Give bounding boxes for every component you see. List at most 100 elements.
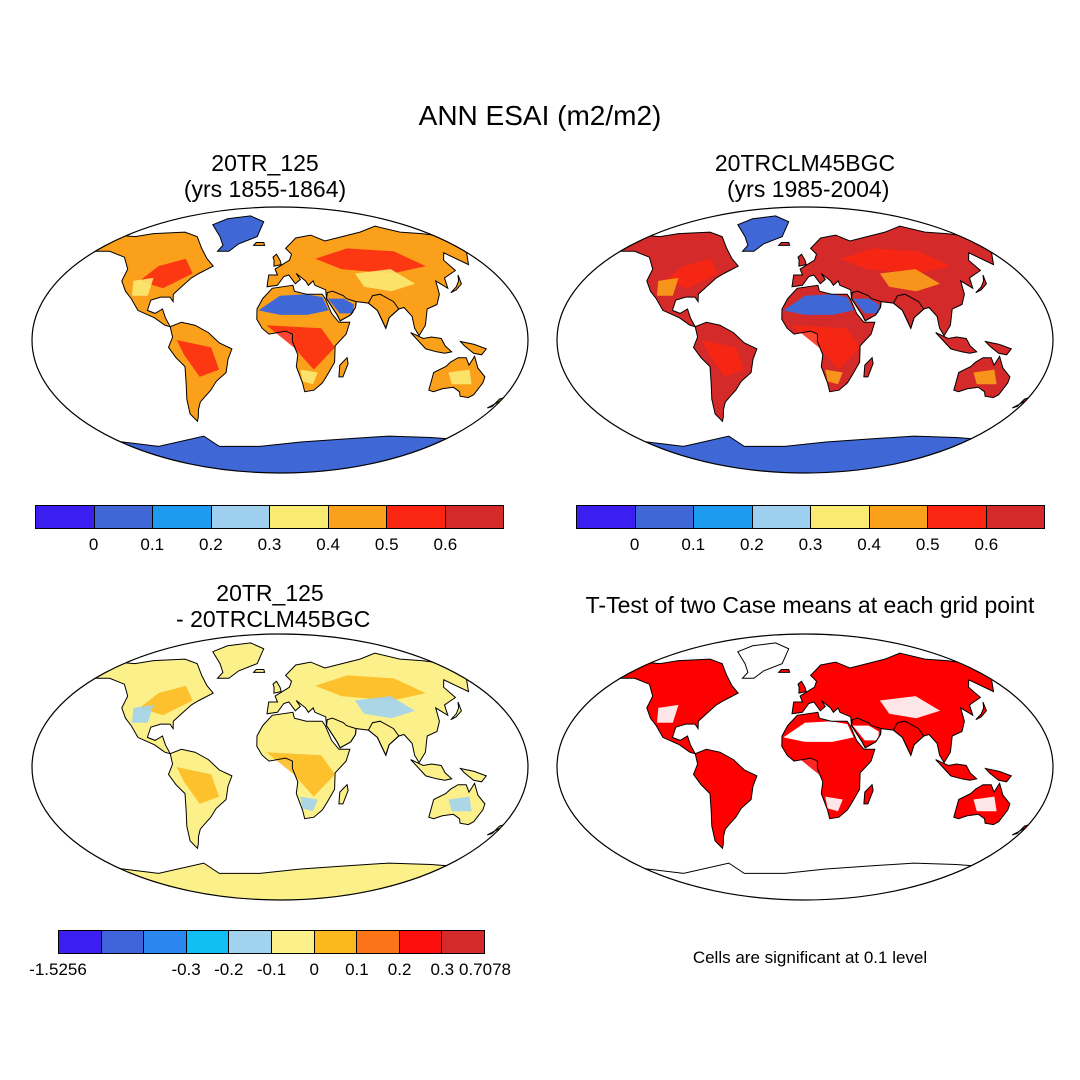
colorbar-difference-label: -0.2 xyxy=(214,960,244,979)
value-region-high xyxy=(701,767,745,804)
colorbar-difference-label: 0 xyxy=(309,960,319,979)
value-region-high xyxy=(176,340,220,377)
landmass-greenland xyxy=(737,215,789,252)
landmass-iceland xyxy=(778,242,790,246)
value-region-low xyxy=(825,796,843,812)
value-region-high xyxy=(664,685,718,716)
coastline-indonesia xyxy=(410,759,453,781)
value-region-high xyxy=(176,767,220,804)
coastline-newguinea xyxy=(459,340,488,356)
coastline-arabia xyxy=(325,290,357,322)
value-region-low xyxy=(973,369,997,385)
value-region-low xyxy=(300,369,318,385)
colorbar-panel-1-label: 0.6 xyxy=(433,535,458,554)
coastline-india xyxy=(367,293,400,330)
colorbar-panel-2-swatch xyxy=(752,506,811,528)
colorbar-panel-2-label: 0.2 xyxy=(740,535,764,554)
coastline-arabia xyxy=(850,290,882,322)
colorbar-panel-2 xyxy=(576,505,1045,529)
coastline-australia xyxy=(953,782,1011,826)
value-region-desert xyxy=(327,725,354,741)
panel3-title-line2: - 20TRCLM45BGC xyxy=(169,606,371,632)
coastline-uk xyxy=(272,680,282,694)
value-region-low xyxy=(132,704,154,723)
value-region-low xyxy=(657,277,679,296)
coastline-uk xyxy=(797,680,807,694)
coastline-newguinea xyxy=(984,340,1013,356)
coastline-australia xyxy=(428,355,486,399)
value-region-low xyxy=(354,696,416,719)
value-region-high xyxy=(139,685,193,716)
map-border xyxy=(556,206,1054,474)
colorbar-difference-label: -0.3 xyxy=(171,960,201,979)
map-border xyxy=(31,206,529,474)
colorbar-panel-2-label: 0.6 xyxy=(974,535,999,554)
colorbar-panel-2-label: 0 xyxy=(629,535,640,554)
colorbar-difference-swatch xyxy=(144,931,187,953)
landmass-newguinea xyxy=(985,341,1012,355)
coastline-japan xyxy=(975,701,987,721)
colorbar-difference-swatch xyxy=(101,931,145,953)
landmass-uk xyxy=(798,681,807,694)
coastline-madagascar xyxy=(338,783,349,805)
colorbar-panel-1-swatch xyxy=(153,506,212,528)
coastline-indonesia xyxy=(935,759,978,781)
colorbar-panel-2-swatch xyxy=(928,506,987,528)
colorbar-panel-1-label: 0.3 xyxy=(257,535,282,554)
coastline-madagascar xyxy=(863,356,874,378)
significance-note: Cells are significant at 0.1 level xyxy=(692,948,928,967)
coastline-madagascar xyxy=(863,783,874,805)
landmass-india xyxy=(893,294,924,329)
value-region-low xyxy=(879,269,941,292)
value-region-low xyxy=(132,277,154,296)
colorbar-difference-swatch xyxy=(186,931,230,953)
coastline-namerica xyxy=(94,231,214,328)
value-region-high xyxy=(139,258,193,289)
colorbar-panel-2-swatch xyxy=(694,506,753,528)
coastline-japan xyxy=(450,274,462,294)
panel2-title: 20TRCLM45BGC (yrs 1985-2004) xyxy=(640,150,970,202)
coastline-eurasia xyxy=(791,225,1008,337)
value-region-low xyxy=(879,696,941,719)
value-region-high xyxy=(701,340,745,377)
coastline-iceland xyxy=(252,669,266,673)
colorbar-difference-swatch xyxy=(357,931,400,953)
coastline-newguinea xyxy=(459,767,488,783)
coastline-greenland xyxy=(737,215,790,252)
value-region-high xyxy=(315,248,426,274)
value-region-low xyxy=(973,796,997,812)
colorbar-difference-label: 0.2 xyxy=(387,960,412,979)
landmass-newguinea xyxy=(985,768,1012,782)
value-region-low xyxy=(657,704,679,723)
landmass-madagascar xyxy=(338,357,349,377)
colorbar-panel-1-swatch xyxy=(36,506,95,528)
coastline-africa xyxy=(781,284,876,393)
coastline-greenland xyxy=(737,642,790,679)
landmass-india xyxy=(368,294,399,329)
colorbar-panel-1-swatch xyxy=(94,506,153,528)
landmass-greenland xyxy=(737,642,789,679)
coastline-eurasia xyxy=(266,225,483,337)
landmass-madagascar xyxy=(338,784,349,804)
coastline-greenland xyxy=(212,642,265,679)
coastline-india xyxy=(892,293,925,330)
map-panel-2 xyxy=(556,206,1054,474)
coastline-australia xyxy=(953,355,1011,399)
value-region-desert xyxy=(258,294,329,315)
map-panel-4 xyxy=(556,633,1054,901)
panel1-title-line2: (yrs 1855-1864) xyxy=(183,176,347,202)
landmass-greenland xyxy=(212,215,264,252)
value-region-low xyxy=(300,796,318,812)
coastline-greenland xyxy=(212,215,265,252)
panel1-title: 20TR_125 (yrs 1855-1864) xyxy=(100,150,430,202)
colorbar-panel-2-swatch xyxy=(635,506,694,528)
panel3-title-line1: 20TR_125 xyxy=(216,580,324,606)
colorbar-difference-swatch xyxy=(271,931,315,953)
landmass-madagascar xyxy=(863,357,874,377)
colorbar-panel-2-label: 0.1 xyxy=(681,535,706,554)
coastline-africa xyxy=(256,284,351,393)
colorbar-difference-swatch xyxy=(399,931,443,953)
colorbar-panel-2-label: 0.3 xyxy=(798,535,823,554)
coastline-japan xyxy=(450,701,462,721)
coastline-uk xyxy=(272,253,282,267)
